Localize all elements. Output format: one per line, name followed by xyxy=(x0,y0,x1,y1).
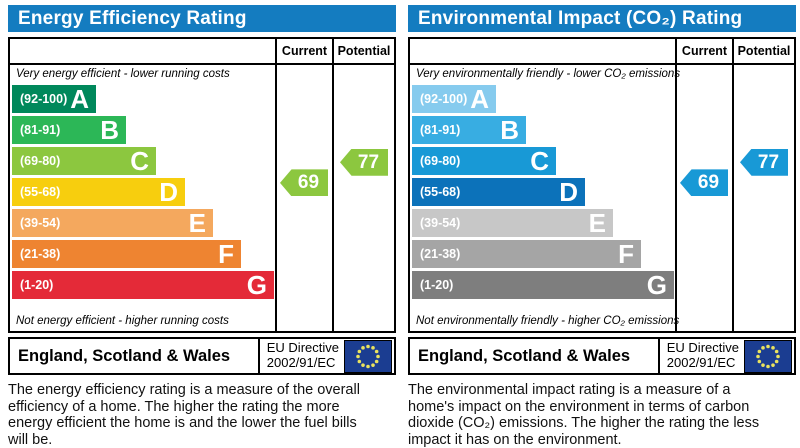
energy-chart: Current Potential Very energy efficient … xyxy=(8,37,396,333)
potential-rating-arrow: 77 xyxy=(340,148,388,176)
eu-flag-cell xyxy=(344,339,394,373)
band-bar-a: (92-100) A xyxy=(412,85,496,113)
eu-flag-icon xyxy=(344,339,392,373)
band-bar-f: (21-38) F xyxy=(412,240,641,268)
environmental-chart-body: Very environmentally friendly - lower CO… xyxy=(410,65,794,331)
band-bar-d: (55-68) D xyxy=(12,178,185,206)
band-bar-c: (69-80) C xyxy=(12,147,156,175)
column-header-row: Current Potential xyxy=(10,39,394,65)
potential-rating-arrow: 77 xyxy=(740,148,788,176)
column-divider xyxy=(332,39,334,331)
jurisdiction-footer: England, Scotland & Wales EU Directive 2… xyxy=(408,337,796,375)
energy-description: The energy efficiency rating is a measur… xyxy=(8,382,360,448)
band-row-g: (1-20) G xyxy=(12,271,275,302)
environmental-impact-panel: Environmental Impact (CO₂) Rating Curren… xyxy=(408,5,796,448)
band-row-f: (21-38) F xyxy=(12,240,275,271)
band-row-e: (39-54) E xyxy=(412,209,675,240)
band-row-d: (55-68) D xyxy=(12,178,275,209)
top-note: Very environmentally friendly - lower CO… xyxy=(416,68,681,80)
potential-column-header: Potential xyxy=(337,44,391,58)
environmental-chart: Current Potential Very environmentally f… xyxy=(408,37,796,333)
band-row-b: (81-91) B xyxy=(12,116,275,147)
band-row-d: (55-68) D xyxy=(412,178,675,209)
current-column-header: Current xyxy=(281,44,328,58)
band-row-f: (21-38) F xyxy=(412,240,675,271)
band-bar-f: (21-38) F xyxy=(12,240,241,268)
band-row-e: (39-54) E xyxy=(12,209,275,240)
band-row-b: (81-91) B xyxy=(412,116,675,147)
band-row-c: (69-80) C xyxy=(412,147,675,178)
region-label: England, Scotland & Wales xyxy=(418,346,631,365)
current-rating-value: 69 xyxy=(697,172,720,194)
eu-flag-icon xyxy=(744,339,792,373)
band-bar-g: (1-20) G xyxy=(412,271,674,299)
band-row-g: (1-20) G xyxy=(412,271,675,302)
energy-chart-body: Very energy efficient - lower running co… xyxy=(10,65,394,331)
bottom-note: Not energy efficient - higher running co… xyxy=(16,315,229,327)
energy-bands: (92-100) A (81-91) B (69-80) C (55-68) D (39… xyxy=(12,85,275,302)
current-rating-arrow: 69 xyxy=(280,169,328,197)
eu-directive-label: EU Directive 2002/91/EC xyxy=(657,339,744,373)
band-row-c: (69-80) C xyxy=(12,147,275,178)
band-row-a: (92-100) A xyxy=(12,85,275,116)
potential-rating-value: 77 xyxy=(357,151,380,173)
band-bar-g: (1-20) G xyxy=(12,271,274,299)
energy-efficiency-panel: Energy Efficiency Rating Current Potenti… xyxy=(8,5,396,448)
band-bar-e: (39-54) E xyxy=(412,209,613,237)
potential-column-header: Potential xyxy=(737,44,791,58)
region-label: England, Scotland & Wales xyxy=(18,346,231,365)
band-bar-b: (81-91) B xyxy=(12,116,126,144)
potential-rating-value: 77 xyxy=(757,151,780,173)
current-rating-arrow: 69 xyxy=(680,169,728,197)
panel-title-environmental: Environmental Impact (CO₂) Rating xyxy=(408,5,796,32)
band-row-a: (92-100) A xyxy=(412,85,675,116)
jurisdiction-footer: England, Scotland & Wales EU Directive 2… xyxy=(8,337,396,375)
eu-directive-label: EU Directive 2002/91/EC xyxy=(257,339,344,373)
environmental-description: The environmental impact rating is a mea… xyxy=(408,382,760,448)
current-rating-value: 69 xyxy=(297,172,320,194)
current-column-header: Current xyxy=(681,44,728,58)
band-bar-e: (39-54) E xyxy=(12,209,213,237)
column-divider xyxy=(675,39,677,331)
bottom-note: Not environmentally friendly - higher CO… xyxy=(416,315,680,327)
column-divider xyxy=(732,39,734,331)
band-bar-d: (55-68) D xyxy=(412,178,585,206)
column-divider xyxy=(275,39,277,331)
panel-title-energy: Energy Efficiency Rating xyxy=(8,5,396,32)
band-bar-a: (92-100) A xyxy=(12,85,96,113)
band-bar-c: (69-80) C xyxy=(412,147,556,175)
eu-flag-cell xyxy=(744,339,794,373)
environmental-bands: (92-100) A (81-91) B (69-80) C (55-68) D (39… xyxy=(412,85,675,302)
band-bar-b: (81-91) B xyxy=(412,116,526,144)
column-header-row: Current Potential xyxy=(410,39,794,65)
top-note: Very energy efficient - lower running co… xyxy=(16,68,230,80)
